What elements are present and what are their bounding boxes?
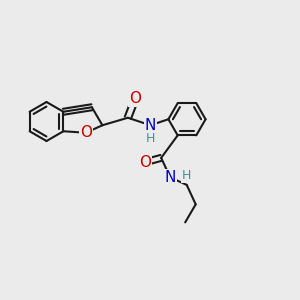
- Text: N: N: [145, 118, 156, 133]
- Text: O: O: [129, 91, 141, 106]
- Text: H: H: [182, 169, 191, 182]
- Text: O: O: [139, 155, 151, 170]
- Text: N: N: [164, 170, 176, 185]
- Text: H: H: [146, 132, 155, 145]
- Text: O: O: [80, 125, 92, 140]
